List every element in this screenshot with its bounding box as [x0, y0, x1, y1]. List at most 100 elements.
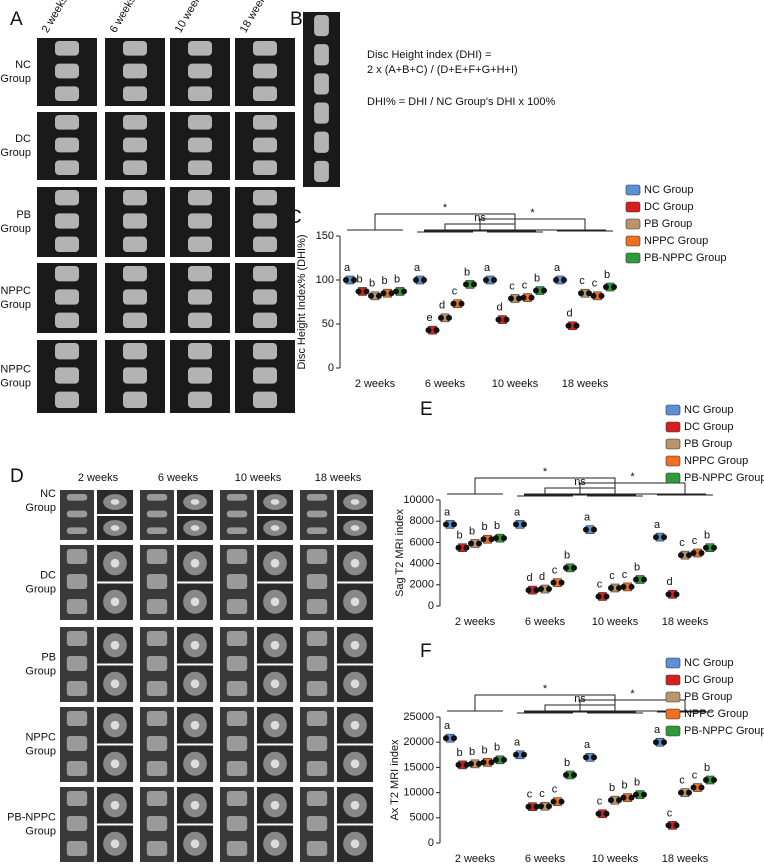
bracket-label: * [630, 688, 635, 700]
value-dot [571, 564, 577, 571]
sig-label: c [597, 796, 603, 808]
vertebra [123, 137, 147, 153]
row-label: PB [16, 209, 31, 221]
value-dot [553, 277, 559, 283]
vertebra [188, 236, 212, 252]
vertebra [226, 656, 248, 671]
nucleus [270, 839, 280, 849]
value-dot [480, 536, 487, 543]
value-dot [611, 284, 617, 291]
nucleus [190, 640, 200, 650]
vertebra [55, 86, 79, 101]
vertebra [55, 266, 79, 282]
vertebra [253, 115, 277, 130]
value-dot [421, 277, 427, 283]
y-axis-label: Sag T2 MRI index [394, 509, 406, 597]
sig-label: a [344, 262, 351, 274]
legend-label: NPPC Group [684, 455, 748, 467]
value-dot [661, 739, 667, 746]
legend-swatch [665, 404, 681, 416]
value-dot [513, 521, 519, 528]
value-dot [376, 292, 382, 299]
value-dot [525, 803, 532, 810]
vertebra [188, 312, 212, 328]
nucleus [110, 558, 120, 568]
value-dot [363, 288, 370, 295]
vertebra [146, 761, 168, 776]
sig-label: d [496, 302, 502, 314]
nucleus [270, 720, 280, 730]
y-tick-label: 0 [428, 600, 434, 612]
row-label: NC [15, 59, 31, 71]
nucleus [270, 597, 280, 607]
value-dot [483, 277, 489, 283]
nucleus [350, 679, 360, 689]
sig-label: b [634, 777, 640, 789]
value-dot [653, 739, 659, 746]
vertebra [188, 343, 212, 360]
row-label: PB-NPPC [0, 363, 31, 375]
value-dot [521, 521, 527, 528]
vertebra [306, 494, 328, 501]
y-tick-label: 4000 [410, 558, 434, 570]
nucleus [270, 640, 280, 650]
sig-label: b [609, 782, 615, 794]
vertebra [306, 841, 328, 856]
value-dot [616, 584, 622, 591]
column-label: 10 weeks [173, 0, 207, 35]
vertebra [66, 711, 88, 726]
value-dot [550, 798, 557, 805]
value-dot [571, 771, 577, 778]
value-dot [491, 277, 497, 283]
value-dot [598, 292, 605, 299]
nucleus [110, 525, 120, 531]
vertebra [253, 86, 277, 101]
row-label: Group [25, 502, 56, 514]
vertebra [306, 549, 328, 564]
legend-swatch [625, 201, 641, 213]
row-label: Group [0, 73, 31, 85]
vertebra [55, 160, 79, 175]
sig-label: b [464, 266, 470, 278]
value-dot [455, 544, 462, 551]
vertebra [55, 41, 79, 56]
value-dot [711, 544, 717, 551]
vertebra [226, 494, 248, 501]
nucleus [190, 800, 200, 810]
vertebra [306, 681, 328, 696]
nucleus [190, 759, 200, 769]
x-tick-label: 6 weeks [525, 616, 566, 628]
sig-label: c [509, 280, 515, 292]
bracket-label: * [630, 471, 635, 483]
value-dot [538, 803, 544, 810]
value-dot [686, 552, 692, 559]
column-label: 2 weeks [40, 0, 71, 35]
nucleus [190, 525, 200, 531]
panel-label: D [10, 466, 24, 487]
x-tick-label: 10 weeks [592, 616, 639, 628]
value-dot [433, 327, 440, 334]
y-tick-label: 8000 [410, 515, 434, 527]
value-dot [413, 277, 419, 283]
vertebra [188, 367, 212, 384]
sig-label: c [539, 788, 545, 800]
vertebra [226, 599, 248, 614]
vertebra [66, 599, 88, 614]
row-label: Group [25, 665, 56, 677]
sig-label: d [666, 576, 672, 588]
vertebra [146, 816, 168, 831]
vertebra [253, 190, 277, 206]
vertebra [55, 115, 79, 130]
vertebra [146, 631, 168, 646]
value-dot [673, 822, 680, 829]
nucleus [350, 839, 360, 849]
x-tick-label: 2 weeks [455, 616, 496, 628]
vertebra [253, 289, 277, 305]
vertebra [66, 510, 88, 518]
y-tick-label: 25000 [403, 711, 434, 723]
vertebra [188, 86, 212, 101]
value-dot [438, 314, 444, 321]
row-label: DC [40, 569, 56, 581]
nucleus [270, 800, 280, 810]
vertebra [188, 289, 212, 305]
